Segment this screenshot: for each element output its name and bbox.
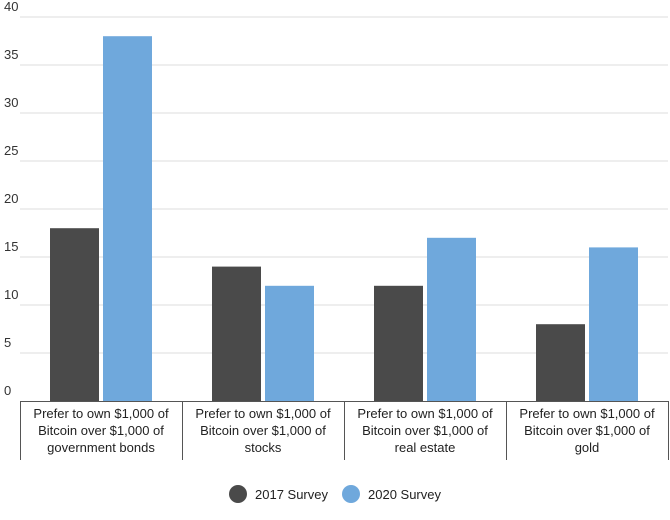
legend-swatch-2020 xyxy=(342,485,360,503)
category-label: Prefer to own $1,000 of Bitcoin over $1,0… xyxy=(33,406,169,455)
y-tick-label: 25 xyxy=(4,143,18,158)
legend-label-2017: 2017 Survey xyxy=(255,486,328,502)
y-tick-label: 20 xyxy=(4,191,18,206)
legend-item-2020[interactable]: 2020 Survey xyxy=(342,485,441,503)
y-tick-label: 40 xyxy=(4,0,18,14)
x-axis xyxy=(20,401,669,460)
bar-chart: 0 5 10 15 20 25 30 35 40 Prefer to own $1,000 of… xyxy=(4,0,669,460)
bar-2017-cat-1 xyxy=(212,266,261,401)
category-label: Prefer to own $1,000 of Bitcoin over $1,0… xyxy=(519,406,655,455)
category-labels: Prefer to own $1,000 of Bitcoin over $1,0… xyxy=(33,406,655,455)
y-tick-label: 5 xyxy=(4,335,11,350)
legend-label-2020: 2020 Survey xyxy=(368,486,441,502)
bar-2020-cat-3 xyxy=(589,247,638,401)
y-tick-label: 0 xyxy=(4,383,11,398)
legend-item-2017[interactable]: 2017 Survey xyxy=(229,485,328,503)
bar-2020-cat-0 xyxy=(103,36,152,401)
y-tick-label: 10 xyxy=(4,287,18,302)
bar-2020-cat-1 xyxy=(265,285,314,401)
bar-2017-cat-2 xyxy=(374,285,423,401)
bars xyxy=(50,36,638,401)
category-label: Prefer to own $1,000 of Bitcoin over $1,0… xyxy=(357,406,493,455)
bar-2020-cat-2 xyxy=(427,237,476,401)
bar-2017-cat-0 xyxy=(50,228,99,401)
legend-swatch-2017 xyxy=(229,485,247,503)
y-tick-label: 35 xyxy=(4,47,18,62)
category-label: Prefer to own $1,000 of Bitcoin over $1,0… xyxy=(195,406,331,455)
legend: 2017 Survey 2020 Survey xyxy=(0,480,670,508)
bar-2017-cat-3 xyxy=(536,324,585,401)
y-tick-label: 15 xyxy=(4,239,18,254)
y-tick-label: 30 xyxy=(4,95,18,110)
y-axis-ticks: 0 5 10 15 20 25 30 35 40 xyxy=(4,0,18,398)
